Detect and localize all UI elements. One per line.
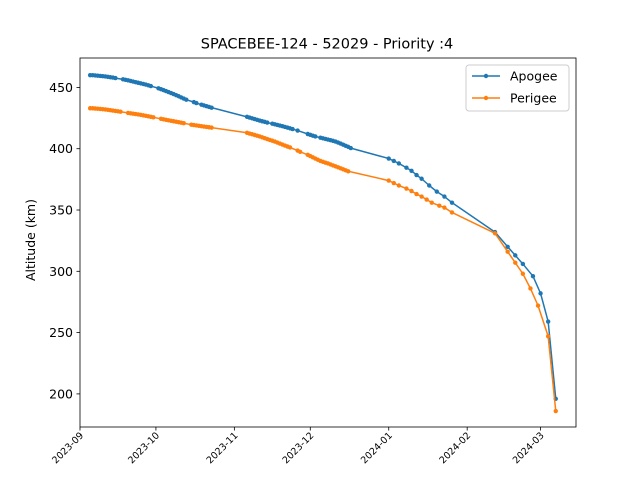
data-point — [151, 115, 156, 120]
data-point — [181, 121, 186, 126]
data-point — [513, 260, 518, 265]
data-point — [545, 334, 551, 339]
data-point — [530, 274, 536, 279]
data-point — [396, 161, 402, 166]
data-point — [209, 125, 214, 130]
data-point — [424, 197, 429, 202]
plot-area: 2023-09 2023-10 2023-11 2023-12 2024-01 2024-… — [49, 57, 577, 466]
x-tick-label: 2023-09 — [50, 430, 86, 466]
data-point — [184, 97, 189, 102]
x-tick-label: 2024-03 — [511, 430, 547, 466]
x-tick-label: 2023-11 — [205, 430, 241, 466]
data-point — [520, 261, 526, 267]
data-point — [346, 169, 351, 174]
data-point — [313, 134, 318, 139]
data-point — [409, 188, 414, 194]
data-point — [386, 156, 391, 161]
legend: Apogee Perigee — [465, 64, 570, 112]
data-point — [409, 168, 414, 173]
data-point — [391, 180, 396, 186]
data-point — [414, 191, 419, 197]
data-point — [505, 244, 510, 249]
data-point — [492, 231, 498, 236]
data-point — [414, 172, 419, 178]
data-point — [520, 271, 526, 276]
x-tick-label: 2024-01 — [359, 430, 395, 466]
data-point — [513, 253, 518, 258]
series-apogee — [87, 72, 558, 401]
series-line-apogee — [90, 74, 557, 399]
y-tick-label: 400 — [49, 141, 73, 156]
y-tick-label: 200 — [49, 386, 73, 401]
data-point — [404, 165, 409, 170]
legend-label: Perigee — [510, 91, 557, 106]
data-point — [437, 203, 442, 208]
data-point — [429, 200, 434, 205]
data-point — [404, 186, 409, 191]
y-tick-label: 350 — [49, 203, 73, 218]
y-tick-label: 250 — [49, 325, 73, 340]
x-tick-label: 2023-12 — [281, 430, 317, 466]
data-point — [287, 145, 293, 150]
data-point — [348, 145, 353, 151]
series-line-perigee — [90, 107, 557, 412]
data-point — [396, 183, 402, 188]
data-point — [290, 126, 295, 132]
data-point — [528, 286, 533, 291]
data-point — [148, 83, 154, 89]
y-tick-label: 300 — [49, 264, 73, 279]
plot-frame — [79, 57, 577, 428]
data-point — [553, 408, 558, 414]
x-axis: 2023-09 2023-10 2023-11 2023-12 2024-01 2024-… — [50, 427, 547, 466]
data-point — [427, 183, 432, 188]
data-point — [297, 149, 303, 154]
chart-title: SPACEBEE-124 - 52029 - Priority :4 — [201, 37, 454, 53]
legend-marker — [483, 95, 489, 101]
data-point — [295, 128, 300, 133]
y-axis-label: Altitude (km) — [23, 199, 38, 281]
data-point — [545, 319, 551, 324]
data-point — [209, 105, 214, 110]
y-tick-label: 450 — [49, 80, 73, 95]
series-layer — [87, 72, 558, 414]
data-point — [442, 205, 447, 210]
data-point — [194, 100, 199, 106]
data-point — [265, 120, 270, 125]
data-point — [419, 194, 424, 199]
series-perigee — [87, 106, 558, 414]
data-point — [386, 178, 391, 183]
y-axis: 200 250 300 350 400 450 — [49, 80, 80, 401]
data-point — [535, 303, 541, 308]
legend-label: Apogee — [510, 69, 558, 84]
x-tick-label: 2023-10 — [126, 430, 162, 466]
data-point — [118, 109, 123, 114]
data-point — [434, 189, 440, 194]
data-point — [505, 249, 510, 254]
data-point — [113, 75, 118, 81]
data-point — [391, 158, 396, 164]
data-point — [419, 176, 424, 181]
data-point — [538, 291, 543, 296]
x-tick-label: 2024-02 — [437, 430, 473, 466]
legend-marker — [483, 73, 489, 79]
data-point — [449, 200, 455, 205]
data-point — [449, 210, 455, 215]
data-point — [442, 194, 447, 199]
